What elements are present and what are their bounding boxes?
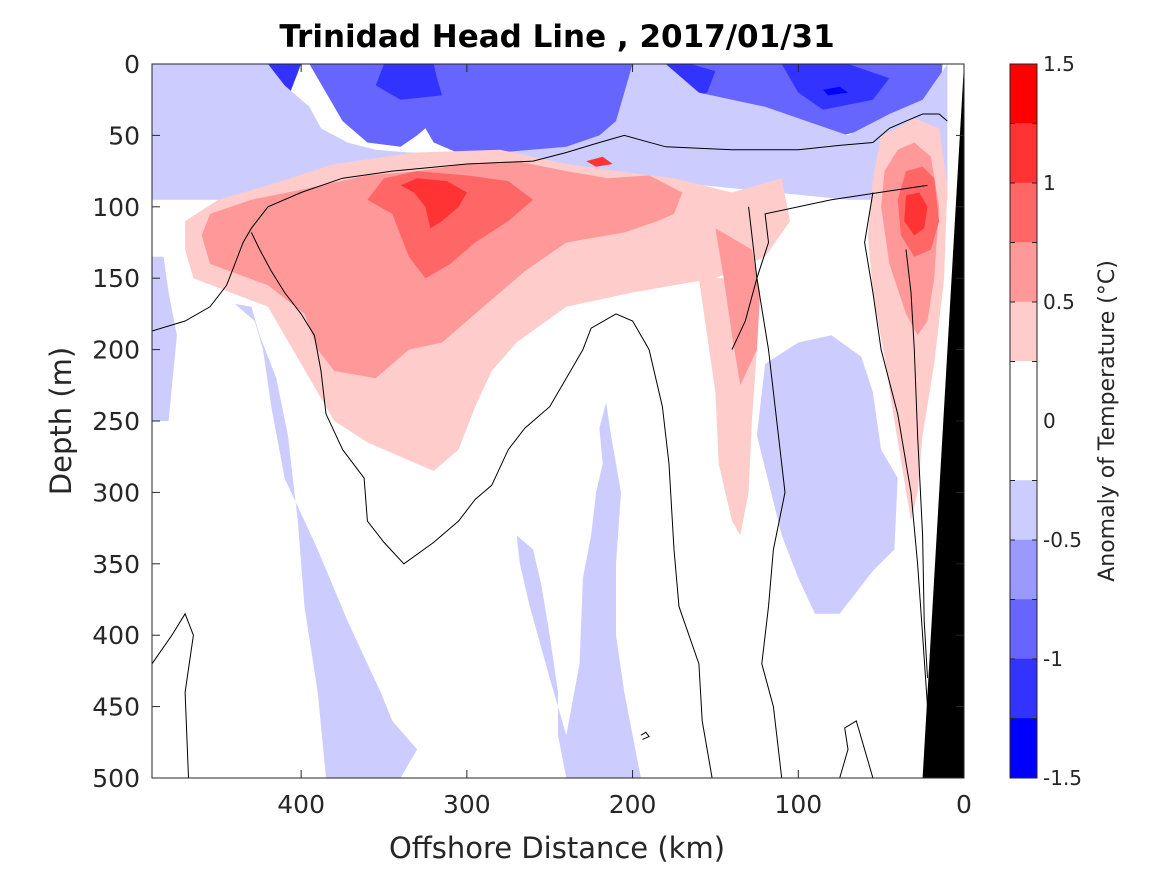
contour-region--0.5 [516,402,641,778]
zero-contour-line [250,232,713,778]
y-tick-label: 200 [92,336,140,365]
colorbar-swatch [1009,242,1038,303]
contour-region--0.5 [234,303,418,778]
zero-contour-line [731,184,928,350]
y-axis-label: Depth (m) [44,347,78,495]
zero-contour-line [905,249,928,679]
colorbar-swatch [1009,182,1038,243]
y-tick-label: 100 [92,193,140,222]
colorbar-tick-label: -1 [1043,647,1063,671]
y-tick-label: 350 [92,550,140,579]
x-tick-label: 0 [956,790,972,819]
y-tick-label: 300 [92,478,140,507]
zero-contour-line [864,192,932,778]
x-tick-label: 200 [609,790,657,819]
contour-region-1.25 [400,178,467,229]
contour-region--0.5 [152,256,177,421]
contour-region--1.5 [823,86,848,96]
y-tick-label: 400 [92,621,140,650]
colorbar: 1.5 1 0.5 0 -0.5 -1 -1.5 [1009,52,1082,790]
colorbar-tick-label: 0 [1043,409,1056,433]
contour-region-1 [367,171,534,279]
colorbar-swatch [1009,63,1038,124]
axes: 400 300 200 100 0 0 50 100 150 200 250 300 350 400 450… [92,50,972,819]
colorbar-swatch [1009,718,1038,779]
colorbar-swatch [1009,658,1038,719]
contour-region--1.25 [781,64,890,110]
colorbar-box [1009,63,1038,779]
chart-title: Trinidad Head Line , 2017/01/31 [279,19,834,55]
colorbar-swatch [1009,123,1038,184]
bathymetry-shelf [922,64,964,778]
x-tick-label: 400 [277,790,325,819]
zero-contour-line [748,206,786,778]
contour-region--0.5 [756,335,898,614]
zero-contour-line [152,612,194,778]
y-tick-label: 450 [92,693,140,722]
x-tick-label: 300 [443,790,491,819]
contour-region-0.75 [715,228,761,386]
y-tick-label: 150 [92,264,140,293]
colorbar-swatch [1009,599,1038,660]
zero-contour-line [152,113,948,332]
y-tick-label: 500 [92,764,140,793]
y-tick-label: 0 [124,50,140,79]
x-axis-label: Offshore Distance (km) [389,831,725,865]
colorbar-tick-label: 1.5 [1043,52,1075,76]
colorbar-swatch [1009,361,1038,481]
contour-region--1.25 [268,64,442,100]
colorbar-swatch [1009,539,1038,600]
zero-contour-line [640,731,650,740]
colorbar-label: Anomaly of Temperature (°C) [1095,260,1120,582]
contour-region-1.25 [586,156,613,167]
colorbar-tick-label: 0.5 [1043,290,1075,314]
contour-region-1.25 [904,192,928,236]
colorbar-swatch [1009,301,1038,362]
colorbar-tick-label: -0.5 [1043,528,1082,552]
y-tick-label: 250 [92,407,140,436]
y-tick-label: 50 [108,121,140,150]
colorbar-tick-label: 1 [1043,171,1056,195]
colorbar-tick-label: -1.5 [1043,766,1082,790]
zero-contour-line [839,720,874,778]
x-tick-label: 100 [774,790,822,819]
colorbar-swatch [1009,480,1038,541]
plot-area [152,64,964,778]
contour-region-0.75 [201,161,683,379]
